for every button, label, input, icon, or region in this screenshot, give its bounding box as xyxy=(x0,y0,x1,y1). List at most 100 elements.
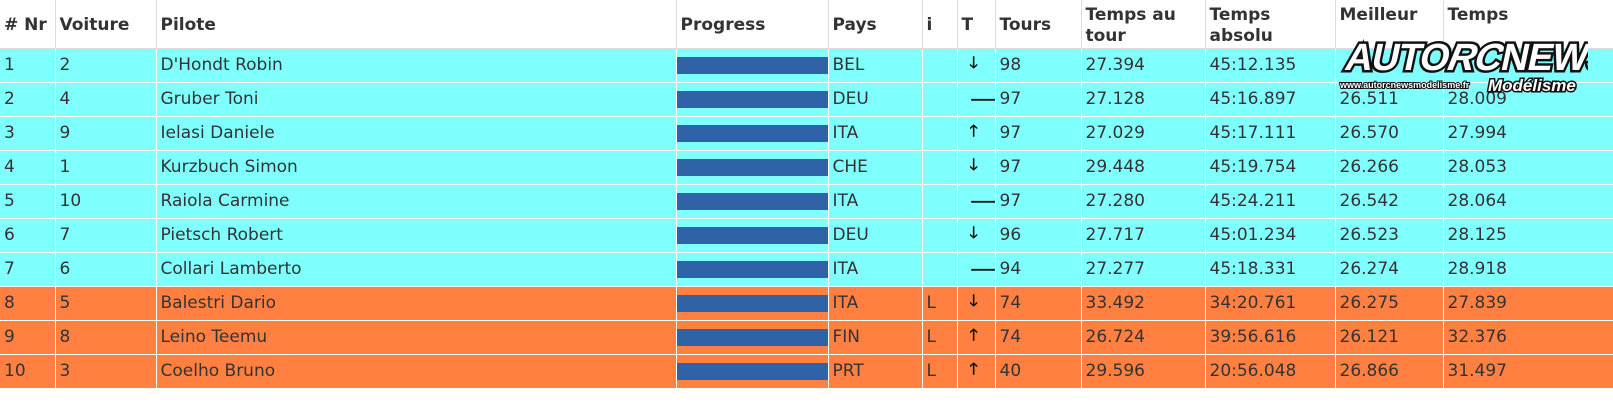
table-row[interactable]: 9 8 Leino Teemu FIN L 🡑 74 26.724 39:56.616 26.12… xyxy=(0,320,1613,355)
cell-best: 26.121 xyxy=(1335,320,1444,355)
cell-trend: 🡒 xyxy=(957,184,996,219)
cell-trend: 🡓 xyxy=(957,48,996,83)
progress-bar xyxy=(676,91,827,108)
cell-abs-time: 45:01.234 xyxy=(1205,218,1336,253)
cell-time: 31.497 xyxy=(1443,354,1613,389)
header-lap-time[interactable]: Temps au tour xyxy=(1081,0,1206,49)
cell-info: L xyxy=(922,286,958,321)
cell-driver: Gruber Toni xyxy=(156,82,677,117)
header-trend[interactable]: T xyxy=(957,0,996,49)
header-progress[interactable]: Progress xyxy=(676,0,829,49)
results-table: # Nr Voiture Pilote Progress Pays i T To… xyxy=(0,0,1613,389)
cell-driver: Raiola Carmine xyxy=(156,184,677,219)
table-row[interactable]: 6 7 Pietsch Robert DEU 🡓 96 27.717 45:01.234 26.… xyxy=(0,218,1613,253)
cell-country: PRT xyxy=(828,354,923,389)
cell-car: 7 xyxy=(55,218,157,253)
cell-laps: 40 xyxy=(995,354,1082,389)
cell-info xyxy=(922,48,958,83)
table-row[interactable]: 8 5 Balestri Dario ITA L 🡓 74 33.492 34:20.761 26… xyxy=(0,286,1613,321)
cell-info xyxy=(922,82,958,117)
cell-laps: 74 xyxy=(995,320,1082,355)
cell-country: CHE xyxy=(828,150,923,185)
cell-pos: 4 xyxy=(0,150,56,185)
cell-progress xyxy=(676,48,829,83)
cell-lap-time: 27.394 xyxy=(1081,48,1206,83)
progress-bar xyxy=(676,329,827,346)
cell-lap-time: 33.492 xyxy=(1081,286,1206,321)
progress-bar xyxy=(676,193,827,210)
cell-car: 4 xyxy=(55,82,157,117)
cell-time: 28.009 xyxy=(1443,82,1613,117)
cell-best: 26.266 xyxy=(1335,150,1444,185)
header-abs-time[interactable]: Temps absolu xyxy=(1205,0,1336,49)
cell-pos: 7 xyxy=(0,252,56,287)
header-laps[interactable]: Tours xyxy=(995,0,1082,49)
cell-car: 2 xyxy=(55,48,157,83)
table-row[interactable]: 4 1 Kurzbuch Simon CHE 🡓 97 29.448 45:19.754 26.… xyxy=(0,150,1613,185)
cell-progress xyxy=(676,184,829,219)
progress-bar xyxy=(676,295,827,312)
cell-laps: 97 xyxy=(995,184,1082,219)
cell-info xyxy=(922,116,958,151)
down-arrow-icon: 🡓 xyxy=(969,154,978,174)
cell-country: FIN xyxy=(828,320,923,355)
cell-pos: 8 xyxy=(0,286,56,321)
cell-pos: 9 xyxy=(0,320,56,355)
progress-bar xyxy=(676,125,827,142)
header-info[interactable]: i xyxy=(922,0,958,49)
cell-driver: Coelho Bruno xyxy=(156,354,677,389)
cell-laps: 94 xyxy=(995,252,1082,287)
up-arrow-icon: 🡑 xyxy=(969,120,978,140)
cell-lap-time: 29.596 xyxy=(1081,354,1206,389)
cell-pos: 2 xyxy=(0,82,56,117)
progress-bar xyxy=(676,363,827,380)
cell-info xyxy=(922,218,958,253)
cell-best: 26.511 xyxy=(1335,82,1444,117)
up-arrow-icon: 🡑 xyxy=(969,324,978,344)
header-pos[interactable]: # Nr xyxy=(0,0,56,49)
cell-abs-time: 20:56.048 xyxy=(1205,354,1336,389)
logo-url: www.autorcnewsmodelisme.fr xyxy=(1339,80,1470,90)
cell-time xyxy=(1443,48,1613,83)
cell-country: ITA xyxy=(828,286,923,321)
cell-trend: 🡓 xyxy=(957,150,996,185)
table-row[interactable]: 10 3 Coelho Bruno PRT L 🡑 40 29.596 20:56.048 26.… xyxy=(0,354,1613,389)
up-arrow-icon: 🡑 xyxy=(969,358,978,378)
right-arrow-icon: 🡒 xyxy=(962,191,995,211)
header-lap-time-line1: Temps au xyxy=(1085,5,1176,25)
header-time[interactable]: Temps xyxy=(1443,0,1613,49)
header-abs-time-line1: Temps xyxy=(1209,5,1271,25)
cell-country: DEU xyxy=(828,82,923,117)
cell-lap-time: 27.128 xyxy=(1081,82,1206,117)
right-arrow-icon: 🡒 xyxy=(962,259,995,279)
cell-driver: Ielasi Daniele xyxy=(156,116,677,151)
cell-car: 9 xyxy=(55,116,157,151)
table-row[interactable]: 3 9 Ielasi Daniele ITA 🡑 97 27.029 45:17.111 26.… xyxy=(0,116,1613,151)
down-arrow-icon: 🡓 xyxy=(969,52,978,72)
logo-text: AUTORCNEWS xyxy=(1342,36,1588,79)
header-best[interactable]: Meilleur xyxy=(1335,0,1444,49)
cell-trend: 🡑 xyxy=(957,320,996,355)
cell-abs-time: 45:12.135 xyxy=(1205,48,1336,83)
header-driver[interactable]: Pilote xyxy=(156,0,677,49)
cell-progress xyxy=(676,252,829,287)
table-row[interactable]: 1 2 D'Hondt Robin BEL 🡓 98 27.394 45:12.135 xyxy=(0,48,1613,83)
cell-car: 3 xyxy=(55,354,157,389)
header-country[interactable]: Pays xyxy=(828,0,923,49)
header-car[interactable]: Voiture xyxy=(55,0,157,49)
cell-time: 32.376 xyxy=(1443,320,1613,355)
cell-car: 10 xyxy=(55,184,157,219)
header-abs-time-line2: absolu xyxy=(1209,26,1273,46)
cell-lap-time: 29.448 xyxy=(1081,150,1206,185)
cell-abs-time: 45:24.211 xyxy=(1205,184,1336,219)
cell-abs-time: 45:18.331 xyxy=(1205,252,1336,287)
cell-info xyxy=(922,252,958,287)
cell-country: BEL xyxy=(828,48,923,83)
cell-country: ITA xyxy=(828,116,923,151)
cell-trend: 🡓 xyxy=(957,286,996,321)
cell-laps: 74 xyxy=(995,286,1082,321)
cell-pos: 1 xyxy=(0,48,56,83)
